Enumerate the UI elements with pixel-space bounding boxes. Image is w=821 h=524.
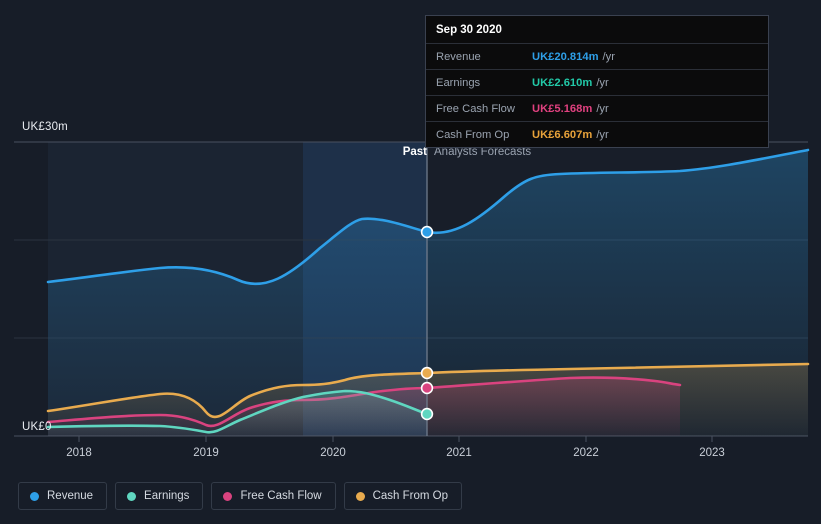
tooltip-value-cash-from-op: UK£6.607m [532,128,593,141]
revenue-area [48,150,808,436]
data-tooltip: Sep 30 2020 Revenue UK£20.814m /yr Earni… [425,15,769,148]
tooltip-row-cash-from-op: Cash From Op UK£6.607m /yr [426,121,768,147]
x-tick-marks [78,436,713,442]
earnings-area [48,391,427,436]
y-axis-label-top: UK£30m [22,121,68,133]
marker-free-cash-flow[interactable] [420,381,434,395]
legend-dot-earnings-icon [127,491,137,501]
marker-revenue[interactable] [420,225,434,239]
tooltip-label-free-cash-flow: Free Cash Flow [436,102,515,115]
tooltip-unit-earnings: /yr [596,76,609,89]
period-label-past: Past [402,146,427,158]
x-tick-2023: 2023 [699,447,725,459]
x-tick-2018: 2018 [66,447,92,459]
tooltip-unit-cash-from-op: /yr [596,128,609,141]
tooltip-value-earnings: UK£2.610m [532,76,593,89]
cash-from-op-line [46,362,810,419]
tooltip-value-revenue: UK£20.814m [532,50,599,63]
legend-dot-revenue-icon [30,491,39,501]
legend-label-cash-from-op: Cash From Op [372,490,449,502]
tooltip-value-free-cash-flow: UK£5.168m [532,102,593,115]
period-label-forecast: Analysts Forecasts [434,146,532,158]
legend-item-cash-from-op[interactable]: Cash From Op [343,482,463,510]
tooltip-label-earnings: Earnings [436,76,481,89]
y-axis-label-bottom: UK£0 [22,421,52,433]
revenue-line [46,148,810,286]
x-tick-2020: 2020 [320,447,346,459]
tooltip-row-revenue: Revenue UK£20.814m /yr [426,43,768,69]
marker-earnings[interactable] [420,407,434,421]
x-tick-2021: 2021 [446,447,472,459]
legend-item-free-cash-flow[interactable]: Free Cash Flow [211,482,336,510]
legend-label-revenue: Revenue [47,490,94,502]
tooltip-row-earnings: Earnings UK£2.610m /yr [426,69,768,95]
tooltip-label-cash-from-op: Cash From Op [436,128,510,141]
legend-dot-free-cash-flow-icon [223,491,233,501]
x-tick-2019: 2019 [193,447,219,459]
tooltip-unit-free-cash-flow: /yr [596,102,609,115]
tooltip-title: Sep 30 2020 [436,24,502,36]
tooltip-unit-revenue: /yr [602,50,615,63]
legend-item-earnings[interactable]: Earnings [115,482,204,510]
hover-markers [420,225,434,421]
chart-legend: Revenue Earnings Free Cash Flow Cash Fro… [18,482,463,510]
legend-label-earnings: Earnings [144,490,190,502]
legend-label-free-cash-flow: Free Cash Flow [240,490,322,502]
earnings-line [46,389,429,434]
x-tick-2022: 2022 [573,447,599,459]
tooltip-row-free-cash-flow: Free Cash Flow UK£5.168m /yr [426,95,768,121]
legend-item-revenue[interactable]: Revenue [18,482,108,510]
legend-dot-cash-from-op-icon [355,491,365,501]
marker-cash-from-op[interactable] [420,366,434,380]
tooltip-label-revenue: Revenue [436,50,481,63]
